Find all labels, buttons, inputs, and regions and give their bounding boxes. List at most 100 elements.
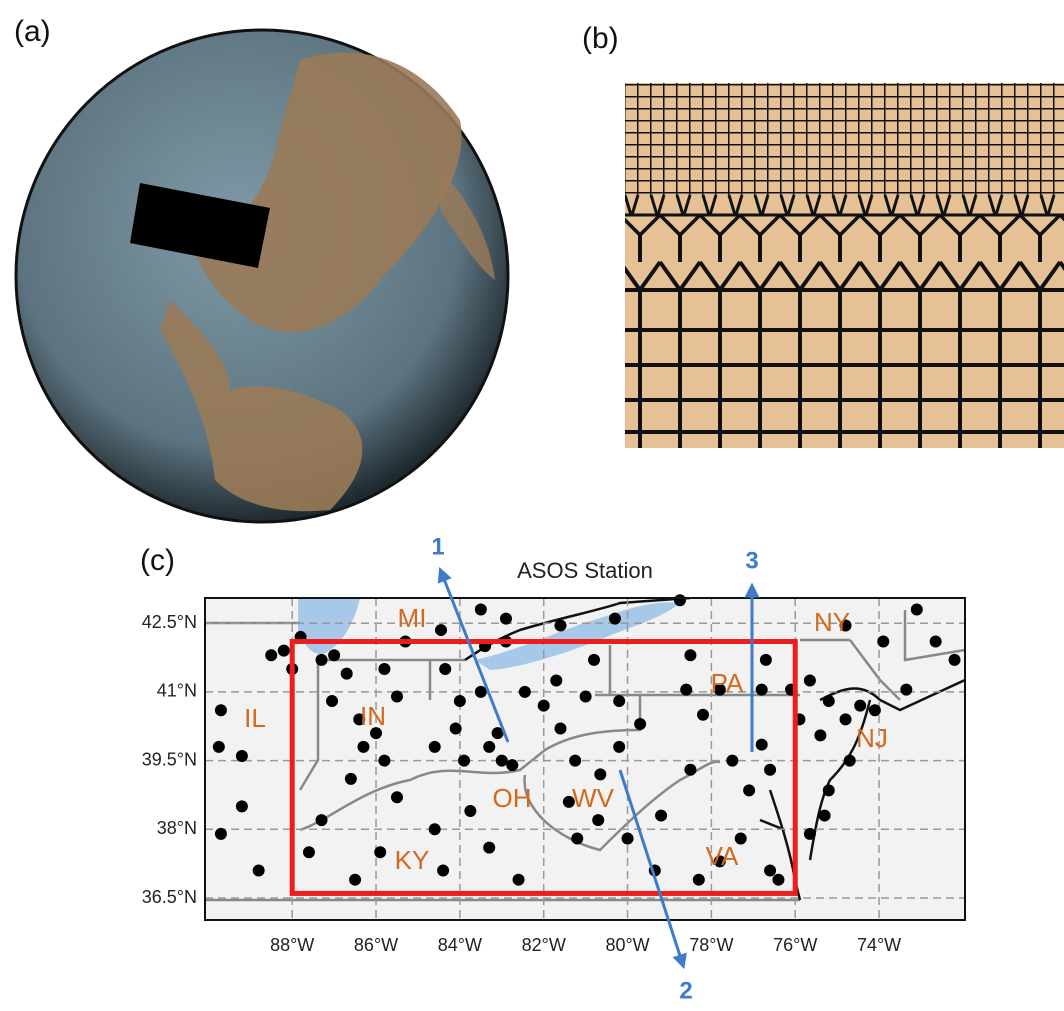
x-tick-label: 78°W <box>689 935 733 955</box>
station <box>911 603 923 615</box>
station <box>684 649 696 661</box>
region-label: MI <box>398 603 427 633</box>
station <box>697 709 709 721</box>
station <box>550 674 562 686</box>
station <box>634 718 646 730</box>
station <box>513 874 525 886</box>
panel-label: (a) <box>14 15 51 48</box>
station <box>435 624 447 636</box>
station <box>900 684 912 696</box>
station <box>571 832 583 844</box>
station <box>326 695 338 707</box>
station <box>475 603 487 615</box>
station <box>496 755 508 767</box>
station <box>278 645 290 657</box>
station <box>213 741 225 753</box>
x-tick-label: 88°W <box>270 935 314 955</box>
station <box>316 814 328 826</box>
station <box>328 649 340 661</box>
panel-label: (b) <box>582 22 619 55</box>
station <box>458 755 470 767</box>
station <box>341 668 353 680</box>
station <box>378 755 390 767</box>
station <box>594 768 606 780</box>
station <box>253 865 265 877</box>
station <box>450 723 462 735</box>
station <box>756 739 768 751</box>
station <box>236 750 248 762</box>
y-tick-label: 36.5°N <box>142 887 197 907</box>
region-label: NY <box>814 607 850 637</box>
figure: (a) (b) (c) ASOS Station MIILINOHWVKYVAP… <box>0 0 1064 1006</box>
station <box>622 832 634 844</box>
x-tick-label: 76°W <box>773 935 817 955</box>
region-label: IL <box>244 703 266 733</box>
station <box>764 865 776 877</box>
station <box>374 846 386 858</box>
station <box>877 636 889 648</box>
station <box>814 729 826 741</box>
station <box>554 619 566 631</box>
station <box>345 773 357 785</box>
arrow-label: 2 <box>679 977 692 1004</box>
station <box>684 764 696 776</box>
station <box>844 755 856 767</box>
region-label: KY <box>395 845 430 875</box>
globe <box>16 30 508 522</box>
station <box>726 755 738 767</box>
station <box>580 690 592 702</box>
station <box>215 828 227 840</box>
x-tick-label: 74°W <box>857 935 901 955</box>
station <box>506 759 518 771</box>
region-label: IN <box>360 701 386 731</box>
station <box>215 704 227 716</box>
station <box>519 686 531 698</box>
x-tick-label: 86°W <box>354 935 398 955</box>
y-tick-label: 42.5°N <box>142 612 197 632</box>
station <box>764 764 776 776</box>
station <box>819 810 831 822</box>
arrow-label: 1 <box>431 533 444 560</box>
chart-title: ASOS Station <box>517 558 653 583</box>
station <box>357 741 369 753</box>
region-label: OH <box>493 783 532 813</box>
station <box>613 741 625 753</box>
station <box>429 741 441 753</box>
station <box>869 704 881 716</box>
region-label: PA <box>711 668 744 698</box>
panel-label: (c) <box>140 544 175 577</box>
region-label: NJ <box>856 723 888 753</box>
station <box>391 690 403 702</box>
station <box>454 695 466 707</box>
x-tick-label: 84°W <box>438 935 482 955</box>
station <box>439 663 451 675</box>
station <box>743 784 755 796</box>
station <box>592 814 604 826</box>
station <box>854 700 866 712</box>
station <box>609 613 621 625</box>
station <box>538 700 550 712</box>
station <box>303 846 315 858</box>
station <box>475 686 487 698</box>
station <box>804 828 816 840</box>
station <box>378 663 390 675</box>
y-tick-label: 41°N <box>157 681 197 701</box>
y-tick-label: 39.5°N <box>142 749 197 769</box>
station <box>930 636 942 648</box>
station <box>823 784 835 796</box>
station <box>823 695 835 707</box>
mesh <box>620 83 1064 448</box>
station <box>840 713 852 725</box>
x-tick-label: 80°W <box>605 935 649 955</box>
station <box>349 874 361 886</box>
station <box>569 755 581 767</box>
station <box>464 805 476 817</box>
x-tick-label: 82°W <box>522 935 566 955</box>
station <box>693 874 705 886</box>
station <box>236 800 248 812</box>
station <box>554 723 566 735</box>
station <box>655 810 667 822</box>
station <box>756 684 768 696</box>
station <box>772 874 784 886</box>
station <box>391 791 403 803</box>
